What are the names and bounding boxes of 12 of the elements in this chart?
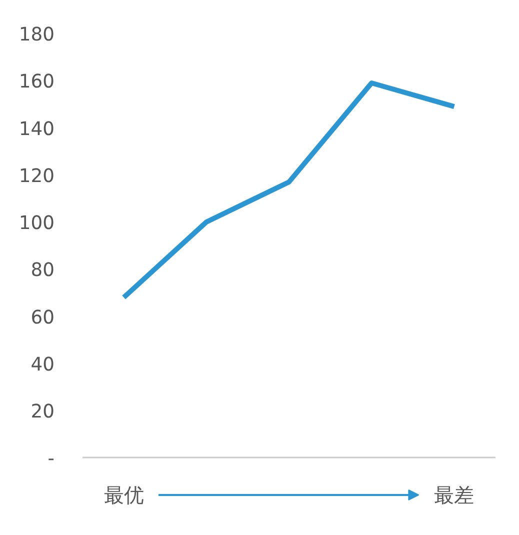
y-tick-label: 20 [30, 402, 55, 423]
y-tick-label: 100 [18, 213, 54, 234]
y-tick-label: 180 [18, 24, 54, 46]
y-tick-label: 80 [30, 260, 55, 282]
text: 最优 [104, 482, 144, 507]
text: 最差 [434, 482, 474, 507]
y-tick-label: 60 [30, 307, 55, 328]
y-tick-label: 40 [30, 354, 55, 376]
y-tick-label: 140 [18, 118, 54, 140]
y-tick-label: 160 [18, 72, 54, 93]
y-tick-label: - [48, 448, 54, 470]
y-tick-label: 120 [18, 166, 54, 187]
